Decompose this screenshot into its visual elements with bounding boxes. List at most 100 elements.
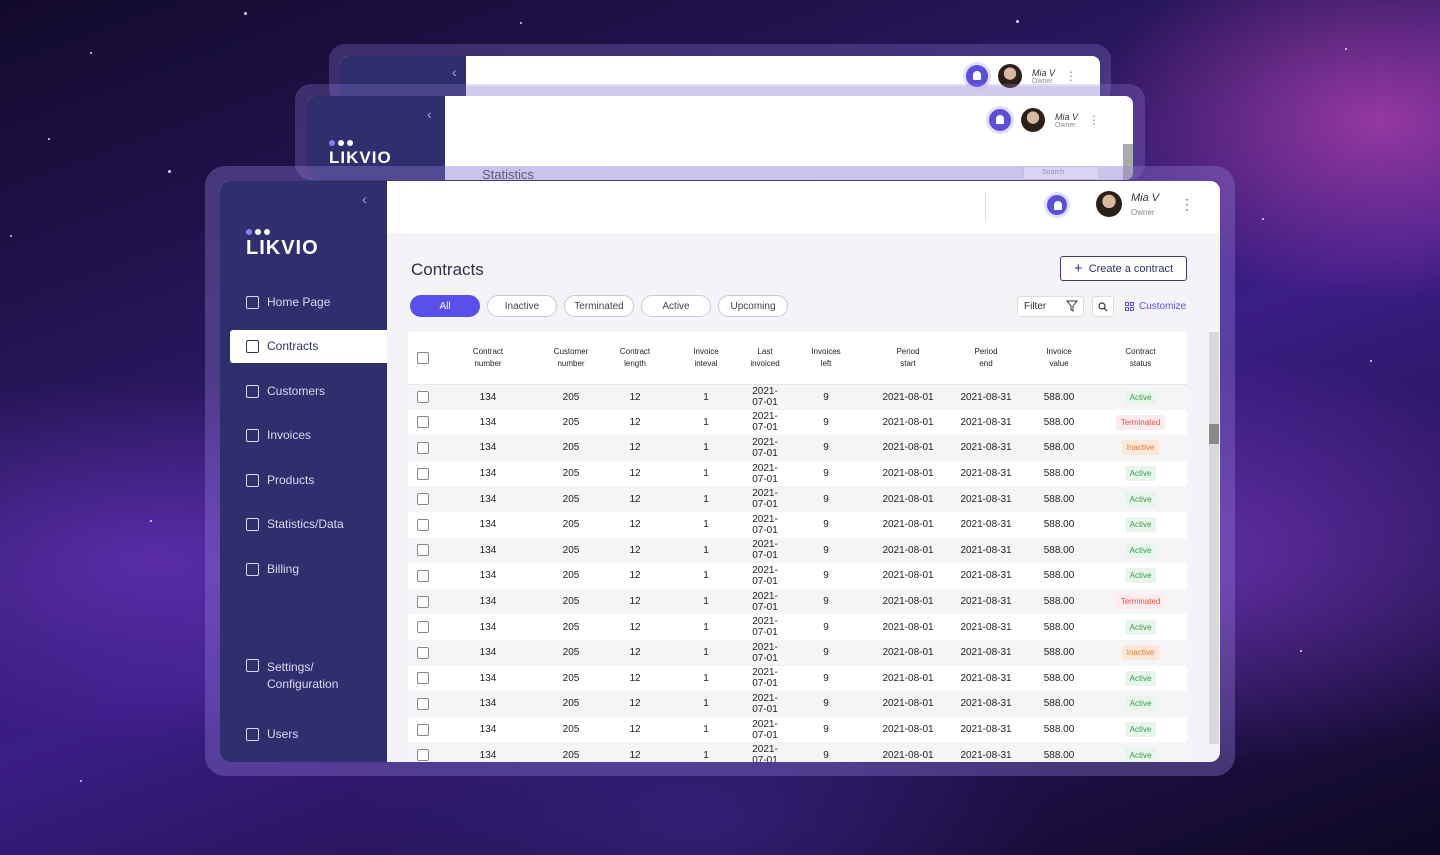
- table-row[interactable]: 134 205 12 1 2021-07-01 9 2021-08-01 2021-08-31…: [408, 614, 1187, 640]
- search-button[interactable]: [1092, 296, 1114, 317]
- sidebar-item-billing[interactable]: Billing: [230, 553, 387, 586]
- table-cell: 12: [629, 468, 641, 480]
- table-cell: 2021-07-01: [752, 616, 778, 639]
- table-row[interactable]: 134 205 12 1 2021-07-01 9 2021-08-01 2021-08-31…: [408, 435, 1187, 461]
- section-title: Statistics: [482, 167, 535, 180]
- column-header[interactable]: Period end: [948, 332, 1025, 385]
- row-checkbox[interactable]: [417, 595, 429, 608]
- avatar[interactable]: [1021, 108, 1045, 132]
- status-badge: Terminated: [1115, 414, 1166, 430]
- more-icon[interactable]: ⋮: [1088, 113, 1101, 127]
- row-checkbox[interactable]: [417, 672, 429, 685]
- more-icon[interactable]: ⋮: [1065, 69, 1078, 83]
- table-cell: 12: [604, 384, 667, 410]
- user-name: Mia V: [1055, 111, 1079, 122]
- sidebar-item-products[interactable]: Products: [230, 464, 387, 497]
- table-cell: 134: [479, 621, 497, 633]
- table-cell: 1: [666, 486, 747, 512]
- row-checkbox[interactable]: [417, 467, 429, 480]
- table-row[interactable]: 134 205 12 1 2021-07-01 9 2021-08-01 2021-08-31…: [408, 742, 1187, 762]
- column-header[interactable]: Invoice inteval: [666, 332, 747, 385]
- create-contract-button[interactable]: + Create a contract: [1060, 256, 1187, 281]
- status-cell: Active: [1094, 537, 1187, 564]
- table-cell: 2021-08-01: [868, 384, 949, 410]
- table-row[interactable]: 134 205 12 1 2021-07-01 9 2021-08-01 2021-08-31…: [408, 512, 1187, 538]
- sidebar-item-customers[interactable]: Customers: [230, 375, 387, 408]
- sidebar-item-label: Contracts: [267, 339, 319, 353]
- sidebar-item-users[interactable]: Users: [230, 718, 387, 751]
- row-checkbox[interactable]: [417, 569, 429, 582]
- tab-all[interactable]: All: [410, 295, 480, 317]
- status-badge: Active: [1124, 670, 1157, 686]
- row-checkbox[interactable]: [417, 441, 429, 454]
- row-checkbox[interactable]: [417, 723, 429, 736]
- more-icon[interactable]: ⋮: [1180, 196, 1194, 212]
- sidebar-item-statistics-data[interactable]: Statistics/Data: [230, 508, 387, 541]
- row-checkbox[interactable]: [417, 749, 429, 762]
- table-row[interactable]: 134 205 12 1 2021-07-01 9 2021-08-01 2021-08-31…: [408, 691, 1187, 717]
- avatar[interactable]: [998, 64, 1022, 88]
- column-header[interactable]: Invoice value: [1024, 332, 1095, 385]
- table-row[interactable]: 134 205 12 1 2021-07-01 9 2021-08-01 2021-08-31…: [408, 461, 1187, 487]
- chevron-left-icon[interactable]: ‹: [362, 191, 367, 207]
- topbar: Mia V Owner ⋮: [387, 181, 1220, 233]
- column-header[interactable]: Contract length: [604, 332, 667, 385]
- row-checkbox[interactable]: [417, 544, 429, 557]
- table-row[interactable]: 134 205 12 1 2021-07-01 9 2021-08-01 2021-08-31…: [408, 666, 1187, 692]
- table-cell: 2021-08-01: [868, 435, 949, 461]
- table-row[interactable]: 134 205 12 1 2021-07-01 9 2021-08-01 2021-08-31…: [408, 588, 1187, 615]
- column-header[interactable]: Contract status: [1094, 332, 1187, 385]
- table-cell: 588.00: [1024, 742, 1095, 762]
- table-row[interactable]: 134 205 12 1 2021-07-01 9 2021-08-01 2021-08-31…: [408, 537, 1187, 564]
- select-all-checkbox[interactable]: [408, 332, 438, 385]
- avatar[interactable]: [1096, 191, 1122, 217]
- checkbox[interactable]: [417, 351, 429, 364]
- sidebar-item-contracts[interactable]: Contracts: [230, 330, 387, 363]
- table-cell: 2021-08-01: [882, 468, 934, 480]
- status-badge: Active: [1124, 568, 1157, 584]
- sidebar-item-settings-configuration[interactable]: Settings/ Configuration: [230, 659, 387, 699]
- scrollbar-thumb[interactable]: [1209, 424, 1219, 444]
- table-row[interactable]: 134 205 12 1 2021-07-01 9 2021-08-01 2021-08-31…: [408, 717, 1187, 743]
- filter-button[interactable]: Filter: [1017, 296, 1084, 317]
- search-input[interactable]: Search: [1023, 166, 1099, 180]
- table-cell: 134: [479, 519, 497, 531]
- sidebar-item-label: Settings/ Configuration: [267, 660, 339, 691]
- invoice-icon: [246, 429, 259, 442]
- table-row[interactable]: 134 205 12 1 2021-07-01 9 2021-08-01 2021-08-31…: [408, 639, 1187, 666]
- bell-icon[interactable]: [989, 109, 1011, 131]
- status-badge: Inactive: [1121, 645, 1160, 661]
- column-header[interactable]: Invoices left: [784, 332, 869, 385]
- column-header[interactable]: Last invoiced: [746, 332, 785, 385]
- row-checkbox[interactable]: [417, 646, 429, 659]
- column-header[interactable]: Customer number: [538, 332, 605, 385]
- customize-button[interactable]: Customize: [1125, 301, 1186, 312]
- tab-upcoming[interactable]: Upcoming: [718, 295, 788, 317]
- column-header[interactable]: Period start: [868, 332, 949, 385]
- chevron-left-icon[interactable]: ‹: [427, 106, 432, 122]
- chevron-left-icon[interactable]: ‹: [452, 64, 457, 80]
- table-row[interactable]: 134 205 12 1 2021-07-01 9 2021-08-01 2021-08-31…: [408, 563, 1187, 589]
- table-row[interactable]: 134 205 12 1 2021-07-01 9 2021-08-01 2021-08-31…: [408, 486, 1187, 512]
- table-row[interactable]: 134 205 12 1 2021-07-01 9 2021-08-01 2021-08-31…: [408, 384, 1187, 410]
- table-row[interactable]: 134 205 12 1 2021-07-01 9 2021-08-01 2021-08-31…: [408, 410, 1187, 436]
- sidebar-item-invoices[interactable]: Invoices: [230, 419, 387, 452]
- row-checkbox[interactable]: [417, 391, 429, 404]
- column-header[interactable]: Contract number: [438, 332, 539, 385]
- sidebar-item-home-page[interactable]: Home Page: [230, 286, 387, 319]
- row-checkbox[interactable]: [417, 518, 429, 531]
- row-checkbox[interactable]: [417, 493, 429, 506]
- row-checkbox[interactable]: [417, 697, 429, 710]
- bell-icon[interactable]: [1047, 195, 1067, 215]
- tab-active[interactable]: Active: [641, 295, 711, 317]
- tab-inactive[interactable]: Inactive: [487, 295, 557, 317]
- row-checkbox[interactable]: [417, 416, 429, 429]
- scrollbar[interactable]: [1209, 332, 1219, 744]
- gear-icon: [246, 659, 259, 672]
- main-content: Mia V Owner ⋮ Contracts + Create a contr…: [387, 181, 1220, 762]
- tab-terminated[interactable]: Terminated: [564, 295, 634, 317]
- bell-icon[interactable]: [966, 65, 988, 87]
- row-checkbox[interactable]: [417, 621, 429, 634]
- sidebar-item-label: Home Page: [267, 295, 331, 309]
- table-cell: 1: [703, 570, 709, 582]
